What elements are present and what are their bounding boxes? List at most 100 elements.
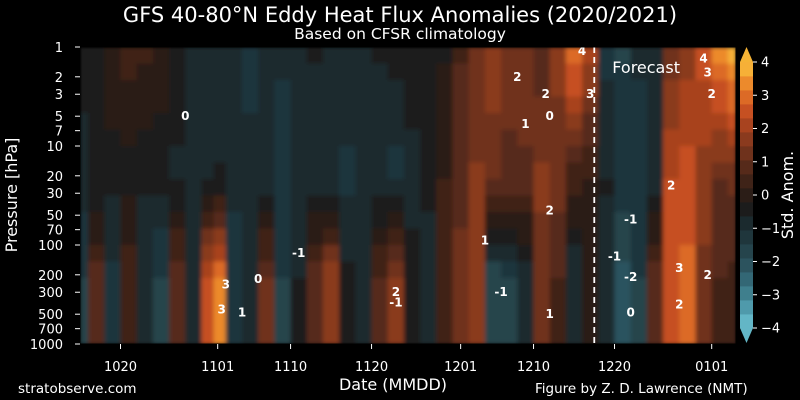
heatmap-cell	[306, 327, 324, 344]
heatmap-cell	[711, 327, 729, 344]
heatmap-cell	[306, 245, 324, 263]
heatmap-cell	[452, 162, 470, 180]
heatmap-cell	[136, 162, 154, 180]
heatmap-cell	[339, 327, 356, 344]
heatmap-cell	[290, 195, 308, 213]
heatmap-cell	[306, 162, 324, 180]
heatmap-cell	[185, 162, 203, 180]
heatmap-cell	[80, 146, 89, 164]
heatmap-cell	[322, 212, 340, 230]
heatmap-cell	[646, 179, 664, 197]
heatmap-cell	[258, 80, 275, 98]
heatmap-cell	[88, 80, 105, 98]
heatmap-cell	[565, 146, 583, 164]
heatmap-cell	[387, 294, 405, 312]
heatmap-cell	[241, 311, 259, 329]
heatmap-cell	[213, 278, 227, 296]
heatmap-cell	[549, 195, 567, 213]
heatmap-cell	[695, 327, 713, 344]
heatmap-cell	[452, 228, 470, 246]
contour-label: 2	[513, 70, 521, 84]
heatmap-cell	[533, 327, 551, 344]
heatmap-cell	[322, 228, 340, 246]
heatmap-cell	[136, 80, 154, 98]
heatmap-cell	[169, 212, 186, 230]
heatmap-cell	[582, 162, 599, 180]
heatmap-cell	[136, 96, 154, 114]
x-tick-label: 1201	[444, 360, 477, 375]
heatmap-cell	[258, 162, 275, 180]
y-tick-label: 700	[38, 323, 63, 338]
heatmap-cell	[484, 162, 502, 180]
heatmap-cell	[201, 179, 215, 197]
heatmap-cell	[549, 80, 567, 98]
heatmap-cell	[517, 228, 535, 246]
heatmap-cell	[646, 278, 664, 296]
heatmap-cell	[711, 162, 729, 180]
heatmap-cell	[598, 278, 616, 296]
colorbar-segment	[740, 202, 753, 217]
heatmap-cell	[646, 129, 664, 147]
heatmap-cell	[630, 278, 648, 296]
heatmap-cell	[387, 80, 405, 98]
heatmap-cell	[711, 195, 729, 213]
colorbar-min-extend	[740, 328, 753, 343]
heatmap-cell	[468, 63, 486, 81]
heatmap-cell	[355, 146, 373, 164]
heatmap-cell	[565, 311, 583, 329]
heatmap-cell	[663, 261, 680, 279]
heatmap-cell	[213, 212, 227, 230]
heatmap-cell	[136, 212, 154, 230]
heatmap-cell	[630, 228, 648, 246]
contour-label: 1	[546, 307, 554, 321]
heatmap-cell	[598, 47, 616, 65]
heatmap-cell	[339, 278, 356, 296]
heatmap-cell	[169, 96, 186, 114]
contour-label: -1	[389, 295, 402, 309]
heatmap-cell	[630, 146, 648, 164]
heatmap-cell	[420, 195, 437, 213]
heatmap-cell	[169, 311, 186, 329]
heatmap-cell	[679, 113, 697, 131]
heatmap-cell	[727, 47, 736, 65]
heatmap-cell	[136, 113, 154, 131]
heatmap-cell	[185, 146, 203, 164]
heatmap-cell	[549, 278, 567, 296]
heatmap-cell	[565, 228, 583, 246]
heatmap-cell	[258, 294, 275, 312]
heatmap-cell	[104, 195, 122, 213]
heatmap-cell	[104, 245, 122, 263]
heatmap-cell	[695, 63, 713, 81]
heatmap-cell	[225, 63, 243, 81]
contour-label: -1	[608, 249, 621, 263]
heatmap-cell	[290, 129, 308, 147]
heatmap-cell	[322, 278, 340, 296]
colorbar-segment	[740, 314, 753, 329]
heatmap-cell	[614, 212, 632, 230]
heatmap-cell	[695, 228, 713, 246]
heatmap-cell	[679, 245, 697, 263]
heatmap-cell	[185, 294, 203, 312]
heatmap-cell	[185, 212, 203, 230]
heatmap-cell	[355, 311, 373, 329]
heatmap-cell	[711, 228, 729, 246]
heatmap-cell	[104, 228, 122, 246]
heatmap-cell	[436, 261, 454, 279]
heatmap-cell	[339, 146, 356, 164]
heatmap-cell	[169, 228, 186, 246]
heatmap-cell	[201, 278, 215, 296]
heatmap-cell	[663, 63, 680, 81]
heatmap-cell	[565, 179, 583, 197]
colorbar-segment	[740, 188, 753, 203]
heatmap-cell	[452, 261, 470, 279]
heatmap-cell	[290, 327, 308, 344]
heatmap-cell	[582, 129, 599, 147]
heatmap-cell	[630, 80, 648, 98]
heatmap-cell	[80, 162, 89, 180]
heatmap-cell	[484, 63, 502, 81]
heatmap-cell	[501, 129, 518, 147]
heatmap-cell	[598, 327, 616, 344]
heatmap-cell	[646, 63, 664, 81]
heatmap-cell	[371, 47, 389, 65]
heatmap-cell	[501, 327, 518, 344]
